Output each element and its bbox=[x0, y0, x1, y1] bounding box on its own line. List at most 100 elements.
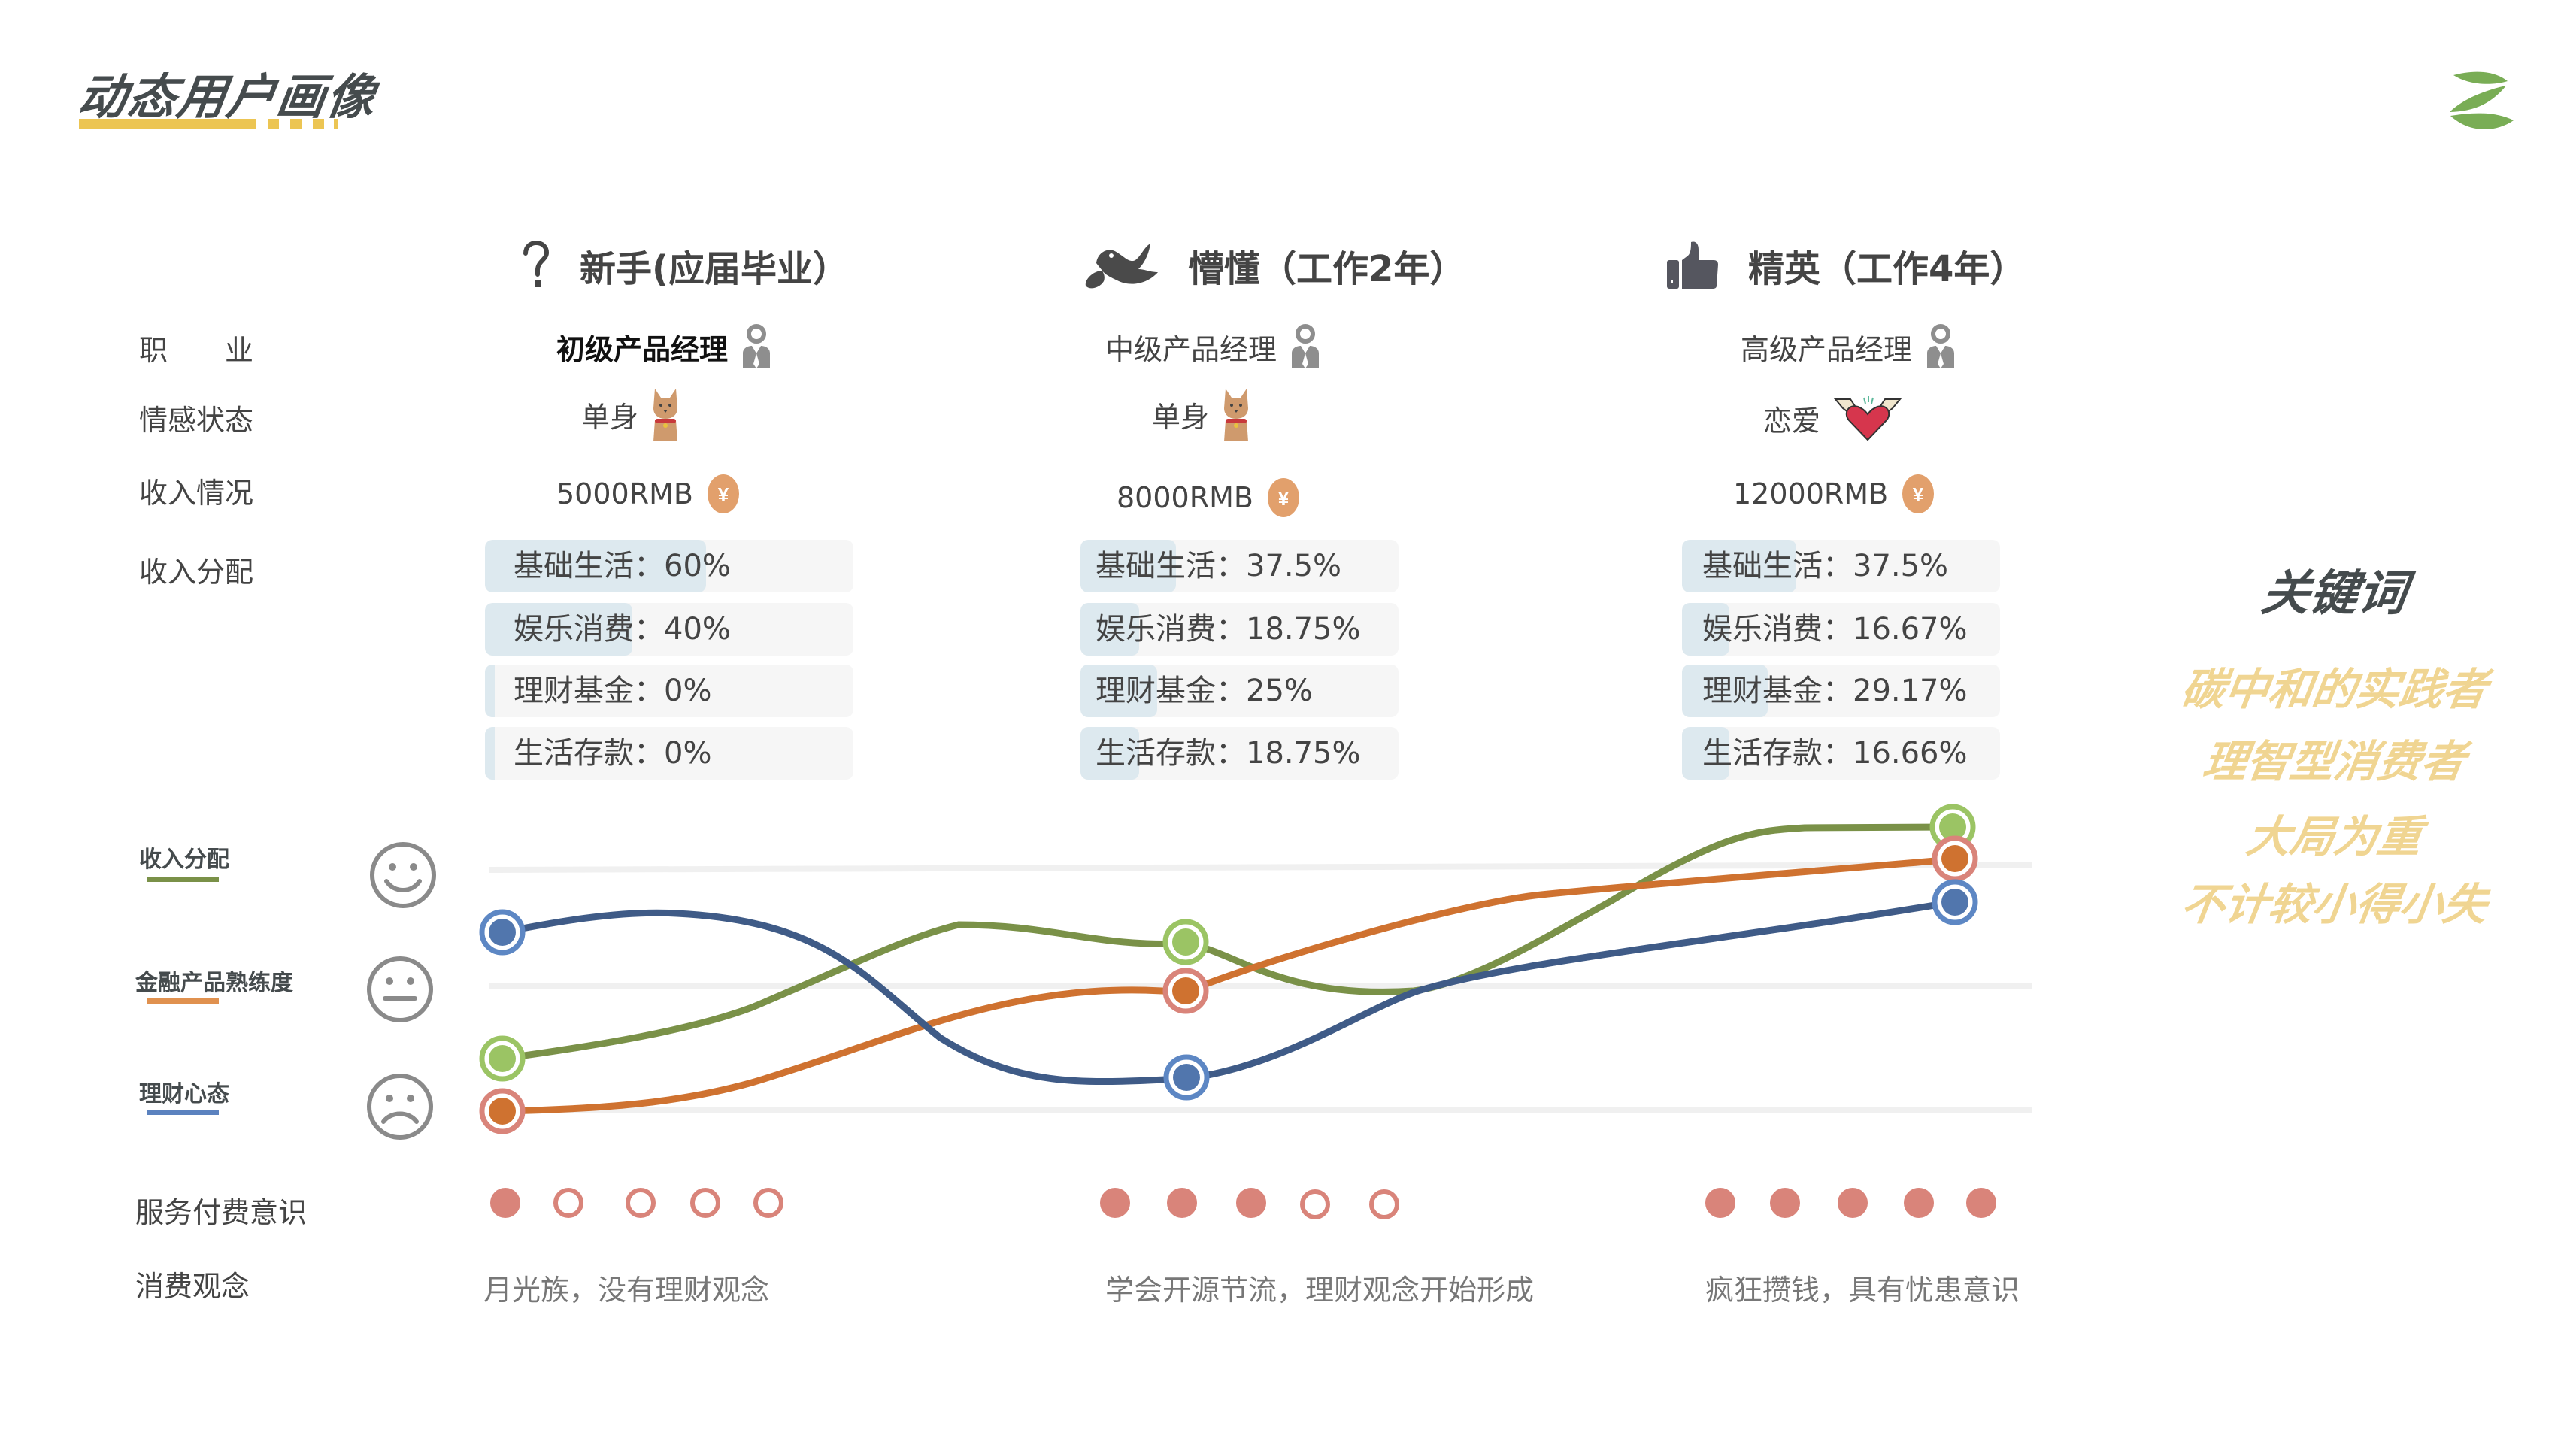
rating-dot-empty bbox=[753, 1188, 783, 1218]
dove-icon bbox=[1085, 244, 1158, 289]
allocation-fill bbox=[1682, 727, 1730, 780]
keywords-title: 关键词 bbox=[2257, 566, 2411, 622]
yuan-coin-icon: ¥ bbox=[1267, 478, 1299, 517]
relationship-text: 单身 bbox=[1152, 400, 1210, 434]
allocation-label: 生活存款：0% bbox=[514, 736, 712, 771]
consumption-view-stage-3: 疯狂攒钱，具有忧患意识 bbox=[1705, 1274, 2020, 1307]
allocation-fill bbox=[485, 540, 706, 592]
leaf-logo-icon bbox=[2450, 71, 2514, 130]
svg-text:¥: ¥ bbox=[718, 483, 729, 506]
allocation-fill bbox=[1080, 665, 1157, 717]
title-dash bbox=[334, 119, 338, 129]
consumption-view-stage-1: 月光族，没有理财观念 bbox=[483, 1274, 770, 1307]
stage-title: 新手(应届毕业） bbox=[580, 248, 849, 290]
legend-label-mindset: 理财心态 bbox=[139, 1081, 229, 1107]
income-stage-2: 8000RMB ¥ bbox=[1117, 477, 1300, 518]
question-mark-icon bbox=[523, 241, 550, 287]
rating-dot-filled bbox=[1236, 1188, 1266, 1218]
allocation-bar-investment: 理财基金：29.17% bbox=[1682, 665, 2000, 717]
rating-dot-empty bbox=[626, 1188, 656, 1218]
rating-dot-filled bbox=[1966, 1188, 1996, 1218]
allocation-bar-entertainment: 娱乐消费：40% bbox=[485, 603, 853, 656]
title-dash bbox=[290, 119, 302, 129]
allocation-fill bbox=[485, 727, 495, 780]
svg-text:¥: ¥ bbox=[1913, 483, 1924, 506]
title-underline bbox=[79, 119, 256, 129]
allocation-bar-basic-living: 基础生活：37.5% bbox=[1080, 540, 1399, 592]
income-text: 5000RMB bbox=[556, 477, 693, 510]
occupation-text: 高级产品经理 bbox=[1741, 332, 1913, 366]
allocation-label: 基础生活：37.5% bbox=[1702, 549, 1949, 583]
allocation-fill bbox=[1080, 540, 1176, 592]
allocation-label: 生活存款：16.66% bbox=[1702, 736, 1968, 771]
stage-title: 精英（工作4年） bbox=[1748, 248, 2026, 290]
allocation-label: 理财基金：0% bbox=[514, 674, 712, 708]
sad-face-icon bbox=[367, 1074, 433, 1140]
allocation-fill bbox=[1080, 603, 1140, 656]
rating-dot-filled bbox=[1904, 1188, 1934, 1218]
relationship-text: 恋爱 bbox=[1763, 404, 1821, 438]
marker-green bbox=[479, 804, 1976, 1082]
allocation-bar-basic-living: 基础生活：60% bbox=[485, 540, 853, 592]
allocation-bar-basic-living: 基础生活：37.5% bbox=[1682, 540, 2000, 592]
svg-text:¥: ¥ bbox=[1278, 487, 1290, 510]
allocation-fill bbox=[1682, 540, 1797, 592]
stage-header-1: 新手(应届毕业） bbox=[523, 239, 849, 292]
allocation-label: 理财基金：25% bbox=[1096, 674, 1313, 708]
happy-face-icon bbox=[370, 842, 436, 908]
rating-dot-empty bbox=[553, 1188, 583, 1218]
rating-dot-filled bbox=[1770, 1188, 1800, 1218]
rating-dot-filled bbox=[1705, 1188, 1735, 1218]
allocation-fill bbox=[1682, 665, 1768, 717]
rating-dot-filled bbox=[490, 1188, 520, 1218]
rating-dot-empty bbox=[690, 1188, 720, 1218]
allocation-label: 基础生活：60% bbox=[514, 549, 731, 583]
keyword-item: 理智型消费者 bbox=[2199, 736, 2469, 787]
relationship-stage-2: 单身 bbox=[1152, 387, 1250, 441]
dog-icon bbox=[653, 389, 678, 441]
allocation-label: 娱乐消费：40% bbox=[514, 612, 731, 647]
manager-icon bbox=[1292, 324, 1320, 368]
legend-label-proficiency: 金融产品熟练度 bbox=[135, 970, 293, 996]
label-consumption-view: 消费观念 bbox=[135, 1270, 250, 1303]
allocation-fill bbox=[1080, 727, 1140, 780]
allocation-bar-investment: 理财基金：0% bbox=[485, 665, 853, 717]
allocation-fill bbox=[485, 603, 632, 656]
label-allocation: 收入分配 bbox=[139, 556, 254, 589]
allocation-label: 娱乐消费：18.75% bbox=[1096, 612, 1361, 647]
income-stage-1: 5000RMB ¥ bbox=[556, 474, 740, 514]
allocation-label: 基础生活：37.5% bbox=[1096, 549, 1342, 583]
stage-header-3: 精英（工作4年） bbox=[1665, 239, 2026, 292]
allocation-bar-entertainment: 娱乐消费：16.67% bbox=[1682, 603, 2000, 656]
stage-header-2: 懵懂（工作2年） bbox=[1083, 239, 1465, 292]
legend-swatch-blue bbox=[147, 1110, 219, 1115]
occupation-stage-3: 高级产品经理 bbox=[1741, 323, 1956, 370]
rating-dot-filled bbox=[1838, 1188, 1868, 1218]
allocation-bar-savings: 生活存款：18.75% bbox=[1080, 727, 1399, 780]
marker-blue bbox=[479, 879, 1978, 1101]
keyword-item: 不计较小得小失 bbox=[2177, 879, 2491, 930]
label-service-awareness: 服务付费意识 bbox=[135, 1196, 308, 1229]
stage-title: 懵懂（工作2年） bbox=[1188, 248, 1466, 290]
allocation-bar-savings: 生活存款：16.66% bbox=[1682, 727, 2000, 780]
manager-icon bbox=[743, 324, 771, 368]
rating-dot-filled bbox=[1167, 1188, 1197, 1218]
allocation-fill bbox=[1682, 603, 1730, 656]
title-dash bbox=[313, 119, 324, 129]
legend-swatch-orange bbox=[147, 998, 219, 1004]
legend-label-allocation: 收入分配 bbox=[139, 847, 229, 873]
allocation-label: 理财基金：29.17% bbox=[1702, 674, 1968, 708]
allocation-label: 生活存款：18.75% bbox=[1096, 736, 1361, 771]
allocation-bar-entertainment: 娱乐消费：18.75% bbox=[1080, 603, 1399, 656]
title-dash bbox=[268, 119, 279, 129]
neutral-face-icon bbox=[367, 956, 433, 1022]
rating-dot-empty bbox=[1369, 1189, 1399, 1219]
keyword-item: 大局为重 bbox=[2243, 811, 2426, 862]
occupation-text: 初级产品经理 bbox=[556, 332, 729, 366]
manager-icon bbox=[1927, 324, 1955, 368]
gridline-top bbox=[489, 862, 2033, 873]
thumbs-up-icon bbox=[1667, 241, 1718, 289]
consumption-view-stage-2: 学会开源节流，理财观念开始形成 bbox=[1105, 1274, 1535, 1307]
occupation-stage-1: 初级产品经理 bbox=[556, 323, 771, 370]
